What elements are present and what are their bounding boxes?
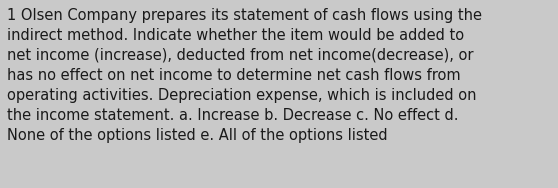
Text: 1 Olsen Company prepares its statement of cash flows using the
indirect method. : 1 Olsen Company prepares its statement o… xyxy=(7,8,482,143)
